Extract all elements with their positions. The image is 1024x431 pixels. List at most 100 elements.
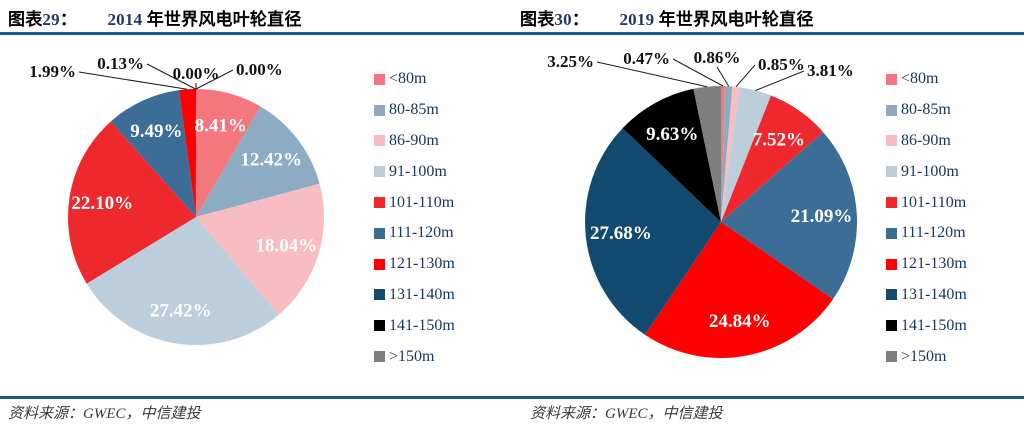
slice-callout-label: 1.99% <box>29 62 76 81</box>
legend-label: <80m <box>389 70 427 88</box>
figure-year: 2014 <box>107 10 143 29</box>
title-underline <box>512 32 1024 35</box>
legend-item: 131-140m <box>374 280 455 311</box>
legend-label: 111-120m <box>901 224 966 242</box>
figure-30-panel: 图表30： 2019 年世界风电叶轮直径 0.47% 0.86% 0.85% 3.81… <box>512 0 1024 431</box>
slice-label: 27.68% <box>590 223 652 244</box>
legend-swatch <box>886 73 897 85</box>
pie-slice <box>196 106 320 217</box>
slice-label: 22.10% <box>71 193 133 214</box>
pie-slice <box>68 121 196 284</box>
leader-line <box>146 63 196 90</box>
pie-slice <box>721 86 725 222</box>
figure-tag-text: 图表 <box>520 10 555 29</box>
legend-swatch <box>886 320 897 332</box>
legend-label: >150m <box>389 347 435 365</box>
leader-line <box>195 69 234 90</box>
legend-item: 91-100m <box>886 156 967 187</box>
slice-callout-label: 0.00% <box>173 64 220 83</box>
pie-slice <box>721 86 740 222</box>
legend-swatch <box>374 73 385 85</box>
figure-tag: 图表29： <box>8 10 77 29</box>
legend-swatch <box>886 227 897 239</box>
legend-label: >150m <box>901 347 947 365</box>
legend-item: 101-110m <box>886 187 967 218</box>
figure-number: 30 <box>554 10 572 29</box>
legend-swatch <box>886 104 897 116</box>
legend-label: <80m <box>901 70 939 88</box>
slice-label: 9.49% <box>130 121 182 142</box>
figure-29-title: 2014 年世界风电叶轮直径 <box>107 10 301 29</box>
pie-slice <box>195 88 196 217</box>
source-divider <box>0 396 512 399</box>
figure-tag-text: 图表 <box>8 10 43 29</box>
legend-swatch <box>374 227 385 239</box>
chart-legend: <80m 80-85m 86-90m 91-100m 101-110m 111-120m 1… <box>374 64 455 372</box>
legend-item: 101-110m <box>374 187 455 218</box>
slice-label: 12.42% <box>240 150 302 171</box>
pie-slice <box>196 89 261 217</box>
figure-29-panel: 图表29： 2014 年世界风电叶轮直径 8.41% 12.42% 18.04% 27… <box>0 10 512 423</box>
legend-label: 111-120m <box>389 224 454 242</box>
legend-label: 101-110m <box>389 193 455 211</box>
pie-slice <box>721 95 824 222</box>
legend-item: 141-150m <box>886 310 967 341</box>
source-note: 资料来源：GWEC，中信建投 <box>8 402 201 423</box>
legend-swatch <box>374 320 385 332</box>
legend-swatch <box>374 135 385 147</box>
legend-item: 80-85m <box>374 95 455 126</box>
legend-swatch <box>886 258 897 270</box>
slice-label: 18.04% <box>256 235 318 256</box>
slice-label: 21.09% <box>791 206 853 227</box>
legend-item: 111-120m <box>374 218 455 249</box>
figure-year: 2019 <box>619 10 655 29</box>
slice-callout-label: 3.81% <box>807 61 854 80</box>
legend-item: 91-100m <box>374 156 455 187</box>
legend-item: 111-120m <box>886 218 967 249</box>
slice-label: 24.84% <box>709 311 771 332</box>
legend-swatch <box>886 197 897 209</box>
legend-item: 121-130m <box>886 249 967 280</box>
legend-item: <80m <box>374 64 455 95</box>
slice-label: 27.42% <box>150 301 212 322</box>
legend-swatch <box>374 197 385 209</box>
legend-label: 80-85m <box>389 101 439 119</box>
leader-line <box>672 58 724 87</box>
legend-item: 121-130m <box>374 249 455 280</box>
chart-legend: <80m 80-85m 86-90m 91-100m 101-110m 111-120m 1… <box>886 64 967 372</box>
slice-callout-label: 0.00% <box>236 60 283 79</box>
legend-swatch <box>886 351 897 363</box>
legend-label: 80-85m <box>901 101 951 119</box>
figure-30-header: 图表30： 2019 年世界风电叶轮直径 <box>520 5 814 30</box>
title-underline <box>0 32 512 35</box>
leader-line <box>596 61 708 88</box>
figure-colon: ： <box>571 10 590 29</box>
legend-label: 141-150m <box>389 316 455 334</box>
leader-line <box>716 66 730 87</box>
pie-slice <box>196 183 324 315</box>
pie-chart-2019: 0.47% 0.86% 0.85% 3.81% 7.52% 21.09% 24.84% 27.… <box>547 48 858 358</box>
legend-item: <80m <box>886 64 967 95</box>
slice-callout-label: 0.85% <box>758 55 805 74</box>
legend-label: 121-130m <box>389 255 455 273</box>
pie-slice <box>585 128 721 335</box>
legend-label: 131-140m <box>901 285 967 303</box>
leader-line <box>78 71 188 90</box>
pie-slice <box>693 85 721 222</box>
slice-callout-label: 0.47% <box>623 49 670 68</box>
pie-slice <box>86 217 279 346</box>
figure-colon: ： <box>59 10 78 29</box>
source-divider <box>512 396 1024 399</box>
legend-label: 141-150m <box>901 316 967 334</box>
figure-30-title: 2019 年世界风电叶轮直径 <box>619 10 813 29</box>
pie-slice <box>622 88 721 222</box>
legend-item: 131-140m <box>886 280 967 311</box>
pie-slice <box>721 87 771 222</box>
legend-label: 86-90m <box>901 131 951 149</box>
legend-item: >150m <box>886 341 967 372</box>
legend-swatch <box>374 104 385 116</box>
leader-line <box>755 70 805 91</box>
legend-label: 101-110m <box>901 193 967 211</box>
slice-label: 7.52% <box>753 130 805 151</box>
